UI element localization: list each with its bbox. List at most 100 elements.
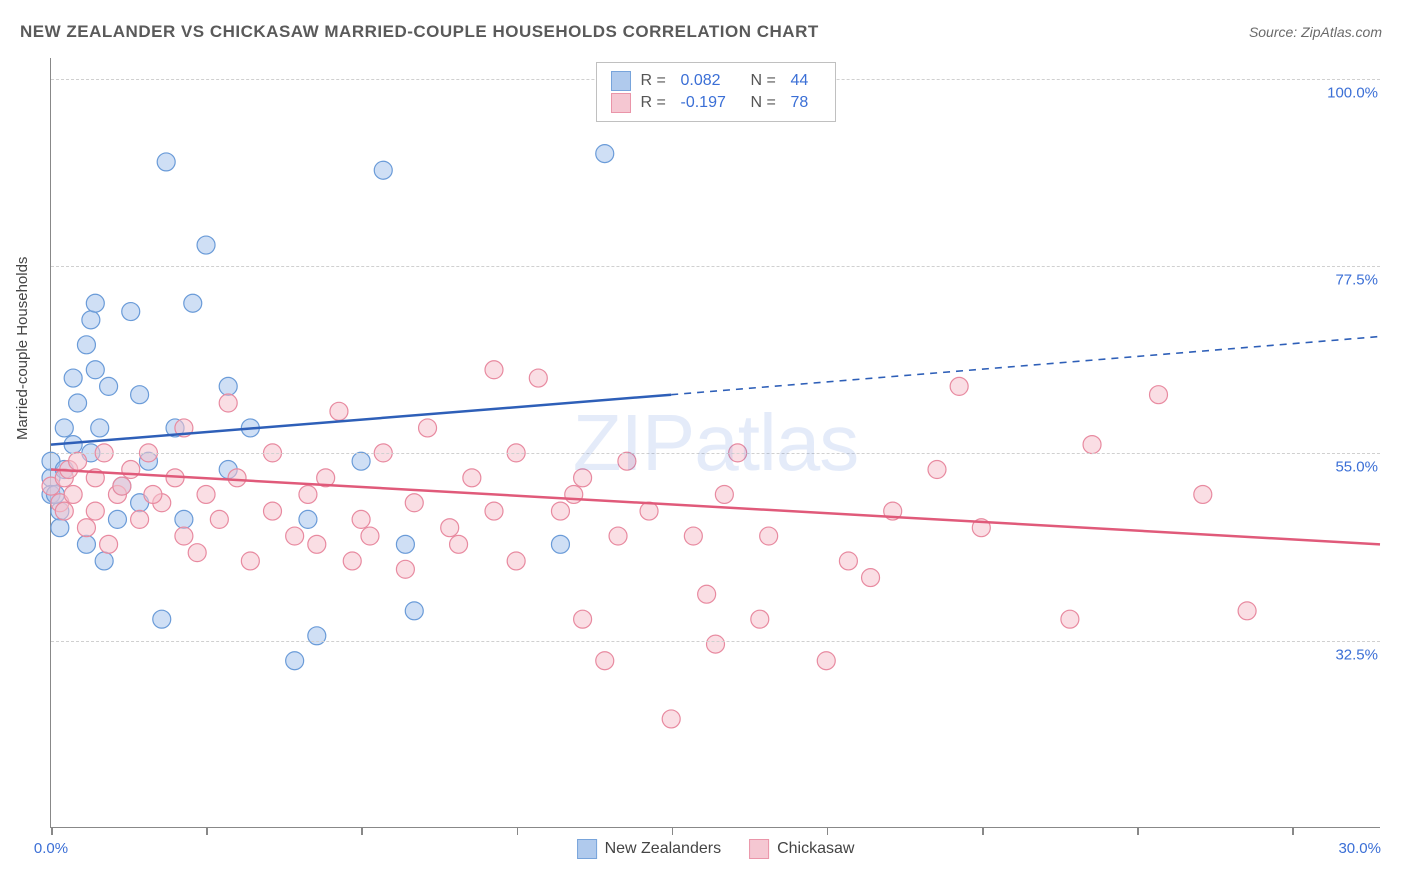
data-point (928, 461, 946, 479)
data-point (1083, 436, 1101, 454)
data-point (286, 652, 304, 670)
legend-item-nz: New Zealanders (577, 839, 722, 859)
data-point (396, 560, 414, 578)
data-point (618, 452, 636, 470)
gridline (51, 266, 1380, 267)
data-point (405, 494, 423, 512)
data-point (184, 294, 202, 312)
data-point (144, 485, 162, 503)
data-point (441, 519, 459, 537)
data-point (241, 552, 259, 570)
data-point (55, 502, 73, 520)
data-point (574, 469, 592, 487)
data-point (77, 535, 95, 553)
data-point (82, 311, 100, 329)
data-point (77, 519, 95, 537)
x-tick (1292, 827, 1294, 835)
data-point (51, 519, 69, 537)
data-point (1238, 602, 1256, 620)
data-point (95, 552, 113, 570)
data-point (609, 527, 627, 545)
data-point (817, 652, 835, 670)
data-point (219, 394, 237, 412)
data-point (419, 419, 437, 437)
data-point (343, 552, 361, 570)
data-point (55, 419, 73, 437)
data-point (662, 710, 680, 728)
data-point (299, 510, 317, 528)
x-tick (827, 827, 829, 835)
chart-title: NEW ZEALANDER VS CHICKASAW MARRIED-COUPL… (20, 22, 819, 42)
data-point (113, 477, 131, 495)
data-point (86, 502, 104, 520)
swatch-nz (611, 71, 631, 91)
data-point (131, 510, 149, 528)
legend-label-chickasaw: Chickasaw (777, 840, 854, 858)
data-point (91, 419, 109, 437)
data-point (574, 610, 592, 628)
data-point (450, 535, 468, 553)
x-tick (672, 827, 674, 835)
regression-line (51, 470, 1380, 545)
x-tick (206, 827, 208, 835)
plot-svg (51, 58, 1380, 827)
data-point (86, 361, 104, 379)
legend-row-chickasaw: R = -0.197 N = 78 (611, 93, 821, 113)
data-point (69, 394, 87, 412)
data-point (299, 485, 317, 503)
data-point (157, 153, 175, 171)
plot-area: ZIPatlas R = 0.082 N = 44 R = -0.197 N =… (50, 58, 1380, 828)
data-point (862, 569, 880, 587)
data-point (308, 535, 326, 553)
data-point (219, 377, 237, 395)
data-point (684, 527, 702, 545)
data-point (308, 627, 326, 645)
y-tick-label: 55.0% (1331, 459, 1382, 476)
legend-correlation: R = 0.082 N = 44 R = -0.197 N = 78 (596, 62, 836, 122)
data-point (839, 552, 857, 570)
data-point (374, 161, 392, 179)
regression-line-extrapolated (671, 337, 1380, 395)
legend-item-chickasaw: Chickasaw (749, 839, 854, 859)
x-tick (361, 827, 363, 835)
data-point (640, 502, 658, 520)
source-attribution: Source: ZipAtlas.com (1249, 24, 1382, 40)
data-point (361, 527, 379, 545)
data-point (596, 145, 614, 163)
data-point (950, 377, 968, 395)
x-tick (982, 827, 984, 835)
data-point (64, 485, 82, 503)
data-point (100, 535, 118, 553)
data-point (131, 386, 149, 404)
data-point (485, 502, 503, 520)
data-point (175, 527, 193, 545)
data-point (405, 602, 423, 620)
swatch-chickasaw-icon (749, 839, 769, 859)
data-point (330, 402, 348, 420)
data-point (1194, 485, 1212, 503)
swatch-chickasaw (611, 93, 631, 113)
data-point (485, 361, 503, 379)
data-point (396, 535, 414, 553)
gridline (51, 453, 1380, 454)
data-point (715, 485, 733, 503)
data-point (64, 369, 82, 387)
data-point (64, 436, 82, 454)
data-point (175, 510, 193, 528)
data-point (565, 485, 583, 503)
swatch-nz-icon (577, 839, 597, 859)
data-point (551, 502, 569, 520)
data-point (596, 652, 614, 670)
data-point (529, 369, 547, 387)
data-point (122, 461, 140, 479)
data-point (188, 544, 206, 562)
data-point (551, 535, 569, 553)
x-tick-label: 30.0% (1338, 840, 1381, 857)
data-point (352, 510, 370, 528)
data-point (463, 469, 481, 487)
y-tick-label: 32.5% (1331, 646, 1382, 663)
data-point (197, 485, 215, 503)
data-point (153, 610, 171, 628)
data-point (197, 236, 215, 254)
data-point (264, 502, 282, 520)
